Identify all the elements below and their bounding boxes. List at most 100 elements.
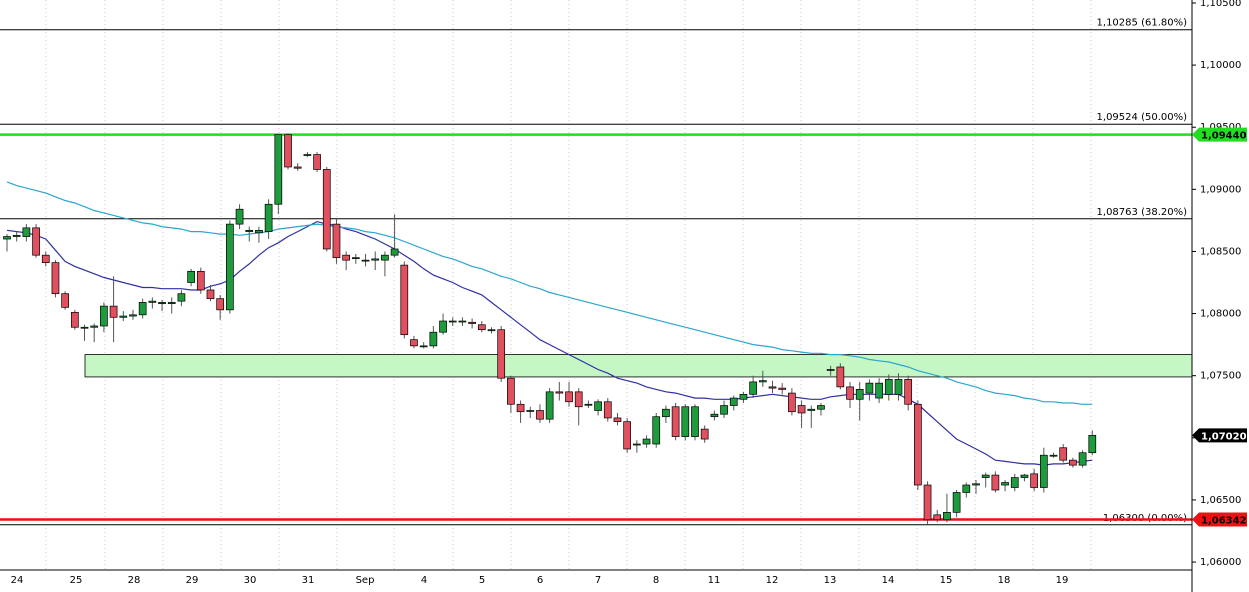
candle-body bbox=[274, 134, 283, 205]
candle-body bbox=[90, 325, 99, 328]
candle-body bbox=[361, 259, 370, 262]
candle-body bbox=[80, 326, 89, 329]
candle-body bbox=[720, 405, 728, 415]
candle-body bbox=[477, 324, 486, 331]
y-tick-label: 1,10000 bbox=[1200, 60, 1241, 71]
candle-body bbox=[836, 366, 845, 388]
candle-body bbox=[1039, 454, 1048, 488]
candle-body bbox=[322, 169, 331, 250]
candle-body bbox=[61, 293, 69, 308]
candle-body bbox=[749, 381, 757, 395]
candle-body bbox=[671, 406, 680, 437]
candle-body bbox=[390, 248, 399, 256]
candle-body bbox=[603, 401, 612, 419]
candle-body bbox=[788, 392, 796, 413]
candle-body bbox=[826, 369, 835, 371]
candle-body bbox=[594, 401, 602, 411]
candle-body bbox=[884, 379, 893, 395]
candle-body bbox=[196, 270, 205, 291]
candle-body bbox=[613, 417, 622, 423]
fib-label: 1,08763 (38.20%) bbox=[1097, 207, 1188, 218]
y-tick-label: 1,08500 bbox=[1200, 246, 1241, 257]
candle-body bbox=[846, 386, 854, 400]
candle-body bbox=[1030, 473, 1038, 488]
x-tick-label: 6 bbox=[537, 575, 543, 586]
x-tick-label: 24 bbox=[11, 575, 24, 586]
candle-body bbox=[545, 391, 554, 420]
candle-body bbox=[332, 223, 341, 259]
candle-body bbox=[875, 382, 883, 399]
x-tick-label: 18 bbox=[998, 575, 1011, 586]
price-tag-label: 1,06342 bbox=[1201, 516, 1247, 527]
candle-body bbox=[894, 379, 903, 395]
candle-body bbox=[264, 203, 273, 232]
candle-body bbox=[245, 229, 254, 232]
candle-body bbox=[448, 320, 457, 323]
axis-panel bbox=[1192, 0, 1249, 592]
fib-label: 1,10285 (61.80%) bbox=[1097, 18, 1188, 29]
candle-body bbox=[1020, 474, 1029, 478]
candle-body bbox=[371, 258, 380, 261]
candle-body bbox=[70, 311, 79, 328]
x-tick-label: 4 bbox=[421, 575, 427, 586]
candle-body bbox=[943, 512, 951, 521]
candle-body bbox=[536, 410, 544, 420]
candle-body bbox=[177, 293, 186, 302]
candle-body bbox=[710, 413, 719, 418]
fib-label: 1,06300 (0.00%) bbox=[1103, 513, 1187, 524]
candle-body bbox=[235, 208, 244, 225]
candle-body bbox=[768, 386, 777, 389]
candle-body bbox=[419, 345, 428, 348]
candle-body bbox=[681, 406, 690, 437]
candle-body bbox=[739, 393, 748, 400]
y-tick-label: 1,09000 bbox=[1200, 184, 1241, 195]
candle-body bbox=[662, 408, 670, 418]
candle-body bbox=[516, 403, 525, 413]
candle-body bbox=[22, 227, 31, 237]
candle-body bbox=[526, 410, 535, 412]
price-tag-label: 1,09440 bbox=[1201, 131, 1247, 142]
y-tick-label: 1,07500 bbox=[1200, 371, 1241, 382]
price-tag bbox=[1192, 428, 1247, 443]
x-tick-label: Sep bbox=[356, 575, 375, 586]
candle-body bbox=[507, 377, 515, 405]
y-tick-label: 1,10500 bbox=[1200, 0, 1241, 9]
x-tick-label: 19 bbox=[1056, 575, 1069, 586]
candle-body bbox=[855, 389, 864, 400]
candle-body bbox=[584, 403, 593, 406]
candle-body bbox=[865, 382, 874, 394]
candle-body bbox=[574, 391, 583, 408]
candle-body bbox=[1078, 452, 1087, 466]
candle-body bbox=[255, 229, 263, 234]
candle-body bbox=[700, 428, 709, 440]
x-tick-label: 30 bbox=[244, 575, 257, 586]
x-tick-label: 13 bbox=[824, 575, 837, 586]
candle-body bbox=[565, 391, 573, 403]
candle-body bbox=[933, 514, 942, 521]
x-tick-label: 31 bbox=[302, 575, 315, 586]
candle-body bbox=[109, 305, 118, 318]
x-tick-label: 11 bbox=[708, 575, 721, 586]
candle-body bbox=[100, 305, 108, 327]
price-tag bbox=[1192, 127, 1247, 142]
candle-body bbox=[51, 262, 60, 295]
candle-body bbox=[642, 438, 651, 445]
candle-body bbox=[468, 321, 476, 324]
candle-body bbox=[981, 474, 990, 478]
candle-body bbox=[758, 380, 767, 383]
candle-body bbox=[119, 315, 128, 318]
candle-body bbox=[429, 331, 438, 347]
moving-average bbox=[6, 181, 1093, 405]
candle-body bbox=[129, 314, 137, 317]
candle-body bbox=[691, 406, 699, 437]
candle-body bbox=[216, 298, 225, 311]
candle-body bbox=[439, 320, 447, 333]
x-tick-label: 5 bbox=[479, 575, 485, 586]
candle-body bbox=[158, 302, 166, 304]
zone bbox=[84, 354, 1193, 378]
fib-label: 1,09524 (50.00%) bbox=[1097, 112, 1188, 123]
candle-body bbox=[1001, 482, 1009, 486]
candle-body bbox=[1010, 477, 1019, 488]
